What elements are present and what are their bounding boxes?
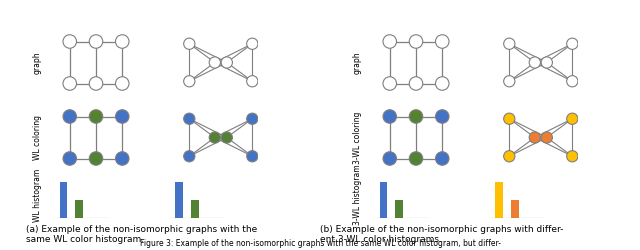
Bar bbox=[191, 200, 198, 218]
Circle shape bbox=[115, 77, 129, 90]
Circle shape bbox=[184, 150, 195, 162]
Circle shape bbox=[504, 150, 515, 162]
Circle shape bbox=[435, 152, 449, 165]
Circle shape bbox=[246, 113, 258, 124]
Circle shape bbox=[184, 113, 195, 124]
Circle shape bbox=[63, 35, 77, 48]
Circle shape bbox=[89, 110, 103, 123]
Bar bbox=[511, 200, 518, 218]
Bar bbox=[175, 182, 182, 218]
Circle shape bbox=[504, 76, 515, 87]
Circle shape bbox=[221, 57, 232, 68]
Text: Figure 3: Example of the non-isomorphic graphs with the same WL color histogram,: Figure 3: Example of the non-isomorphic … bbox=[140, 238, 500, 248]
Text: 3-WL histogram: 3-WL histogram bbox=[353, 165, 362, 225]
Text: (a) Example of the non-isomorphic graphs with the
same WL color histogram.: (a) Example of the non-isomorphic graphs… bbox=[26, 225, 257, 244]
Circle shape bbox=[383, 152, 397, 165]
Circle shape bbox=[63, 110, 77, 123]
Circle shape bbox=[184, 76, 195, 87]
Bar bbox=[380, 182, 387, 218]
Text: 3-WL coloring: 3-WL coloring bbox=[353, 111, 362, 164]
Circle shape bbox=[529, 132, 540, 143]
Circle shape bbox=[115, 110, 129, 123]
Bar bbox=[396, 200, 403, 218]
Circle shape bbox=[541, 57, 552, 68]
Bar bbox=[495, 182, 502, 218]
Circle shape bbox=[504, 113, 515, 124]
Circle shape bbox=[504, 38, 515, 50]
Bar bbox=[60, 182, 67, 218]
Text: graph: graph bbox=[353, 51, 362, 74]
Circle shape bbox=[566, 113, 578, 124]
Circle shape bbox=[89, 77, 103, 90]
Circle shape bbox=[115, 152, 129, 165]
Circle shape bbox=[541, 132, 552, 143]
Circle shape bbox=[409, 35, 423, 48]
Circle shape bbox=[566, 150, 578, 162]
Circle shape bbox=[246, 76, 258, 87]
Circle shape bbox=[383, 77, 397, 90]
Circle shape bbox=[566, 76, 578, 87]
Circle shape bbox=[435, 110, 449, 123]
Text: graph: graph bbox=[33, 51, 42, 74]
Circle shape bbox=[435, 35, 449, 48]
Text: WL histogram: WL histogram bbox=[33, 168, 42, 222]
Circle shape bbox=[435, 77, 449, 90]
Circle shape bbox=[246, 150, 258, 162]
Circle shape bbox=[529, 57, 540, 68]
Circle shape bbox=[383, 110, 397, 123]
Circle shape bbox=[409, 77, 423, 90]
Circle shape bbox=[409, 152, 423, 165]
Circle shape bbox=[246, 38, 258, 50]
Circle shape bbox=[63, 152, 77, 165]
Circle shape bbox=[89, 152, 103, 165]
Text: WL coloring: WL coloring bbox=[33, 115, 42, 160]
Circle shape bbox=[409, 110, 423, 123]
Circle shape bbox=[209, 57, 220, 68]
Circle shape bbox=[115, 35, 129, 48]
Circle shape bbox=[89, 35, 103, 48]
Circle shape bbox=[209, 132, 220, 143]
Circle shape bbox=[63, 77, 77, 90]
Circle shape bbox=[184, 38, 195, 50]
Text: (b) Example of the non-isomorphic graphs with differ-
ent 3-WL color histograms.: (b) Example of the non-isomorphic graphs… bbox=[320, 225, 563, 244]
Bar bbox=[76, 200, 83, 218]
Circle shape bbox=[383, 35, 397, 48]
Circle shape bbox=[221, 132, 232, 143]
Circle shape bbox=[566, 38, 578, 50]
